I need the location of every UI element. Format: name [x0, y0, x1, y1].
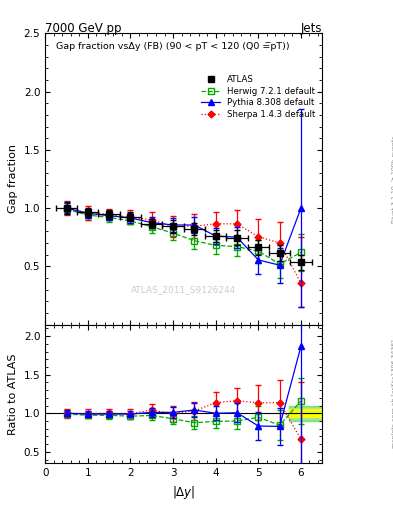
- Bar: [289, 406, 322, 421]
- X-axis label: $|\Delta y|$: $|\Delta y|$: [172, 484, 195, 501]
- Text: Rivet 3.1.10, ≥ 100k events: Rivet 3.1.10, ≥ 100k events: [392, 135, 393, 223]
- Y-axis label: Gap fraction: Gap fraction: [8, 144, 18, 214]
- Text: Jets: Jets: [301, 22, 322, 34]
- Legend: ATLAS, Herwig 7.2.1 default, Pythia 8.308 default, Sherpa 1.4.3 default: ATLAS, Herwig 7.2.1 default, Pythia 8.30…: [198, 73, 318, 121]
- Text: 7000 GeV pp: 7000 GeV pp: [45, 22, 122, 34]
- Text: mcplots.cern.ch [arXiv:1306.3436]: mcplots.cern.ch [arXiv:1306.3436]: [392, 339, 393, 449]
- Y-axis label: Ratio to ATLAS: Ratio to ATLAS: [8, 353, 18, 435]
- Bar: [289, 410, 322, 417]
- Text: ATLAS_2011_S9126244: ATLAS_2011_S9126244: [131, 285, 236, 294]
- Text: Gap fraction vsΔy (FB) (90 < pT < 120 (Q0 =̅pT)): Gap fraction vsΔy (FB) (90 < pT < 120 (Q…: [56, 42, 290, 51]
